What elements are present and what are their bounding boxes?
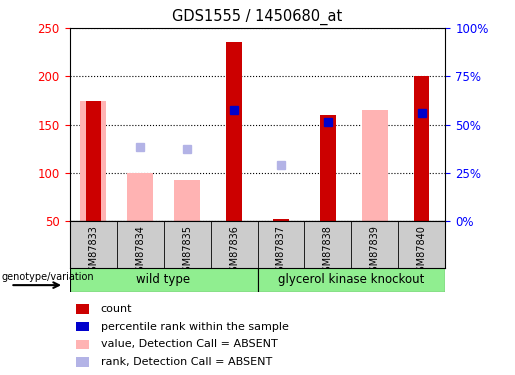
Text: glycerol kinase knockout: glycerol kinase knockout — [278, 273, 425, 286]
Bar — [70, 268, 258, 292]
Bar — [85, 100, 100, 221]
Bar — [273, 219, 288, 221]
Text: rank, Detection Call = ABSENT: rank, Detection Call = ABSENT — [100, 357, 272, 367]
Text: genotype/variation: genotype/variation — [2, 272, 94, 282]
Title: GDS1555 / 1450680_at: GDS1555 / 1450680_at — [173, 9, 342, 26]
Bar — [258, 268, 445, 292]
Text: GSM87833: GSM87833 — [88, 225, 98, 278]
Text: GSM87838: GSM87838 — [323, 225, 333, 278]
Text: count: count — [100, 304, 132, 314]
Bar — [80, 100, 106, 221]
Bar — [227, 42, 242, 221]
Text: GSM87840: GSM87840 — [417, 225, 427, 278]
Text: GSM87839: GSM87839 — [370, 225, 380, 278]
Bar — [174, 180, 200, 221]
Text: GSM87834: GSM87834 — [135, 225, 145, 278]
Bar — [76, 357, 90, 367]
Text: GSM87836: GSM87836 — [229, 225, 239, 278]
Text: wild type: wild type — [136, 273, 191, 286]
Text: percentile rank within the sample: percentile rank within the sample — [100, 322, 288, 332]
Bar — [76, 339, 90, 349]
Bar — [76, 322, 90, 332]
Bar — [320, 115, 335, 221]
Text: GSM87835: GSM87835 — [182, 225, 192, 278]
Bar — [76, 304, 90, 314]
Bar — [415, 76, 430, 221]
Bar — [127, 173, 153, 221]
Text: GSM87837: GSM87837 — [276, 225, 286, 278]
Text: value, Detection Call = ABSENT: value, Detection Call = ABSENT — [100, 339, 277, 350]
Bar — [362, 110, 388, 221]
